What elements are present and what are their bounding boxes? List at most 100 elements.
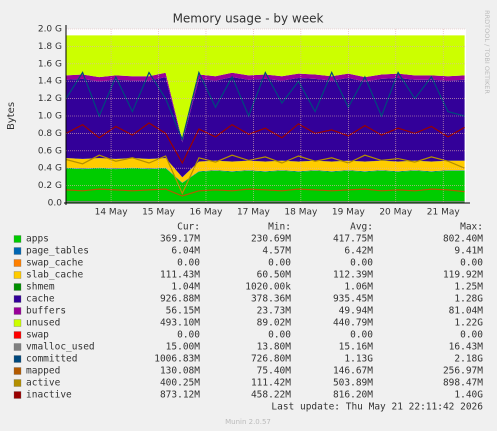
y-tick-label: 1.8 G <box>38 42 62 52</box>
legend-stat: 0.00 <box>268 330 291 341</box>
legend-stat: 146.67M <box>333 366 373 377</box>
legend-stat: 23.73M <box>257 306 292 317</box>
line-inactive <box>65 122 465 165</box>
legend-stat: 9.41M <box>454 246 483 257</box>
legend-stat: 1006.83M <box>154 354 200 365</box>
area-slab-cache <box>66 158 465 183</box>
legend-swatch <box>13 391 22 399</box>
legend-stat: 0.00 <box>460 258 483 269</box>
legend-stat: 1.04M <box>171 282 200 293</box>
legend-stat: 1.06M <box>344 282 373 293</box>
legend-stat: 503.89M <box>333 378 373 389</box>
y-tick-label: 0.8 G <box>38 129 62 139</box>
legend-stat: 493.10M <box>160 318 200 329</box>
y-tick-label: 1.4 G <box>38 77 62 87</box>
legend-stat: 15.16M <box>339 342 374 353</box>
legend-stat: 111.42M <box>251 378 291 389</box>
legend-stat: 0.00 <box>350 330 373 341</box>
legend-label: slab_cache <box>26 270 83 281</box>
legend-label: swap <box>26 330 49 341</box>
y-tick-label: 1.6 G <box>38 59 62 69</box>
chart-title: Memory usage - by week <box>173 12 324 26</box>
grid <box>66 28 466 204</box>
x-tick-label: 18 May <box>284 208 318 218</box>
legend-stat: 0.00 <box>177 330 200 341</box>
legend-stat: 13.80M <box>257 342 292 353</box>
legend-stat: 56.15M <box>166 306 201 317</box>
x-tick-label: 15 May <box>142 208 176 218</box>
legend-stat: 417.75M <box>333 234 373 245</box>
legend-stat: 935.45M <box>333 294 373 305</box>
legend-stat: 400.25M <box>160 378 200 389</box>
legend-swatch <box>13 343 22 351</box>
legend-stat: 16.43M <box>449 342 484 353</box>
x-tick-label: 16 May <box>190 208 224 218</box>
legend-stat: 369.17M <box>160 234 200 245</box>
last-update: Last update: Thu May 21 22:11:42 2026 <box>271 402 483 413</box>
y-axis-label: Bytes <box>6 102 17 130</box>
legend-stat: 0.00 <box>350 258 373 269</box>
legend-stat: 726.80M <box>251 354 291 365</box>
legend-label: active <box>26 378 61 389</box>
y-tick-label: 2.0 G <box>38 25 62 35</box>
y-tick-label: 1.0 G <box>38 112 62 122</box>
legend-stat: 802.40M <box>443 234 483 245</box>
legend-swatch <box>13 319 22 327</box>
legend-stat: 4.57M <box>262 246 291 257</box>
legend-stat: 1.25M <box>454 282 483 293</box>
legend-swatch <box>13 307 22 315</box>
legend-stat: 119.92M <box>443 270 483 281</box>
legend-swatch <box>13 331 22 339</box>
legend-stat: 1020.00k <box>245 282 291 293</box>
legend-label: mapped <box>26 366 60 377</box>
y-tick-label: 1.2 G <box>38 94 62 104</box>
legend-header: Avg: <box>350 222 373 233</box>
legend-label: committed <box>26 354 77 365</box>
legend-stat: 2.18G <box>454 354 483 365</box>
legend-stat: 81.04M <box>449 306 484 317</box>
legend-stat: 1.28G <box>454 294 483 305</box>
x-tick-label: 19 May <box>332 208 366 218</box>
legend-stat: 440.79M <box>333 318 373 329</box>
legend-stat: 49.94M <box>339 306 374 317</box>
legend-stat: 458.22M <box>251 390 291 401</box>
area-buffers <box>66 72 465 143</box>
legend-swatch <box>13 283 22 291</box>
legend-stat: 15.00M <box>166 342 201 353</box>
side-label: RRDTOOL / TOBI OETIKER <box>483 10 491 94</box>
legend-label: vmalloc_used <box>26 342 95 353</box>
legend-stat: 873.12M <box>160 390 200 401</box>
legend-stat: 89.02M <box>257 318 292 329</box>
area-unused <box>66 35 465 141</box>
legend-stat: 112.39M <box>333 270 373 281</box>
legend-header: Min: <box>268 222 291 233</box>
legend-stat: 0.00 <box>460 330 483 341</box>
legend-stat: 1.22G <box>454 318 483 329</box>
legend-stat: 816.20M <box>333 390 373 401</box>
legend-stat: 1.40G <box>454 390 483 401</box>
x-tick-label: 20 May <box>379 208 413 218</box>
y-tick-label: 0.6 G <box>38 146 62 156</box>
legend-label: buffers <box>26 306 66 317</box>
legend-stat: 378.36M <box>251 294 291 305</box>
legend-stat: 130.08M <box>160 366 200 377</box>
legend-header: Cur: <box>177 222 200 233</box>
legend-swatch <box>13 271 22 279</box>
legend-stat: 6.42M <box>344 246 373 257</box>
legend-stat: 926.88M <box>160 294 200 305</box>
line-committed <box>65 70 465 142</box>
legend-swatch <box>13 247 22 255</box>
legend-stat: 1.13G <box>344 354 373 365</box>
y-tick-label: 0.4 G <box>38 164 62 174</box>
legend-stat: 0.00 <box>268 258 291 269</box>
legend-stat: 256.97M <box>443 366 483 377</box>
y-tick-label: 0.2 G <box>38 181 62 191</box>
plot <box>65 35 465 203</box>
legend-swatch <box>13 295 22 303</box>
y-tick-label: 0.0 <box>48 199 63 209</box>
legend-swatch <box>13 235 22 243</box>
area-apps <box>66 168 465 203</box>
legend-swatch <box>13 367 22 375</box>
legend-stat: 230.69M <box>251 234 291 245</box>
